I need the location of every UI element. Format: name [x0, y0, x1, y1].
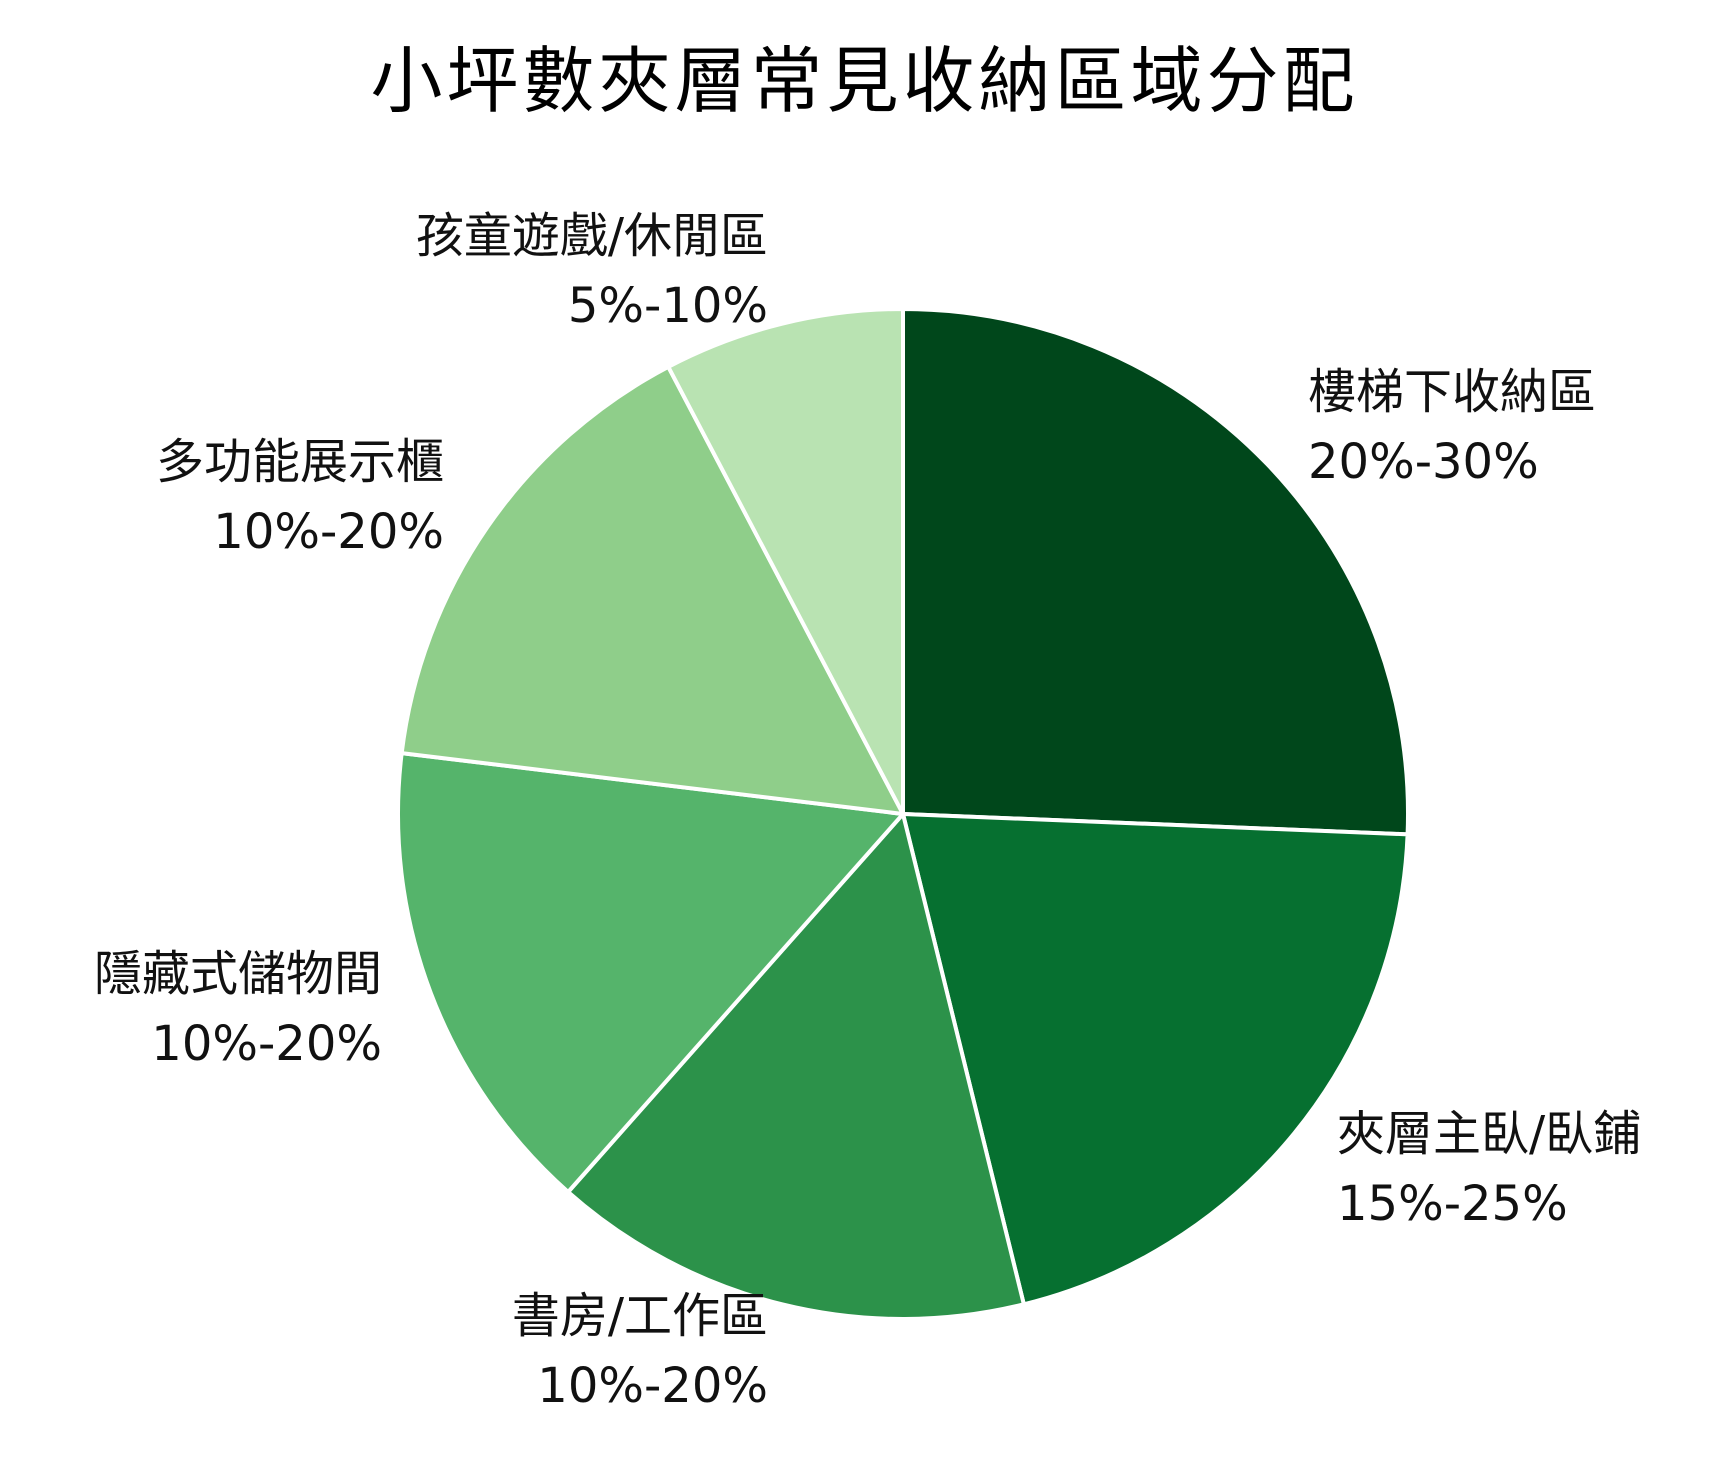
pie-slices	[396, 307, 1410, 1321]
chart-title: 小坪數夾層常見收納區域分配	[370, 39, 1359, 123]
slice-name-label: 多功能展示櫃	[156, 434, 444, 490]
slice-label-1: 樓梯下收納區 20%-30%	[1308, 364, 1596, 490]
slice-range-label: 20%-30%	[1308, 434, 1539, 490]
slice-name-label: 孩童遊戲/休閒區	[416, 208, 768, 264]
slice-range-label: 10%-20%	[537, 1358, 768, 1414]
slice-range-label: 10%-20%	[151, 1016, 382, 1072]
slice-name-label: 隱藏式儲物間	[94, 946, 382, 1002]
pie-slice-6	[666, 307, 905, 816]
slice-name-label: 夾層主臥/臥鋪	[1337, 1106, 1641, 1162]
pie-slice-5	[399, 364, 905, 816]
slice-range-label: 5%-10%	[568, 278, 768, 334]
pie-slice-1	[901, 307, 1410, 837]
pie-slice-2	[901, 812, 1410, 1307]
slice-name-label: 樓梯下收納區	[1308, 364, 1596, 420]
pie-slice-3	[566, 812, 1026, 1321]
pie-slice-4	[396, 751, 905, 1194]
slice-range-label: 10%-20%	[213, 504, 444, 560]
slice-range-label: 15%-25%	[1337, 1176, 1568, 1232]
slice-label-2: 夾層主臥/臥鋪 15%-25%	[1337, 1106, 1641, 1232]
slice-label-6: 孩童遊戲/休閒區 5%-10%	[416, 208, 768, 334]
slice-label-3: 書房/工作區 10%-20%	[512, 1288, 768, 1414]
slice-label-4: 隱藏式儲物間 10%-20%	[94, 946, 382, 1072]
pie-labels: 樓梯下收納區 20%-30% 夾層主臥/臥鋪 15%-25% 書房/工作區 10%-20%…	[94, 208, 1641, 1414]
slice-name-label: 書房/工作區	[512, 1288, 768, 1344]
slice-label-5: 多功能展示櫃 10%-20%	[156, 434, 444, 560]
